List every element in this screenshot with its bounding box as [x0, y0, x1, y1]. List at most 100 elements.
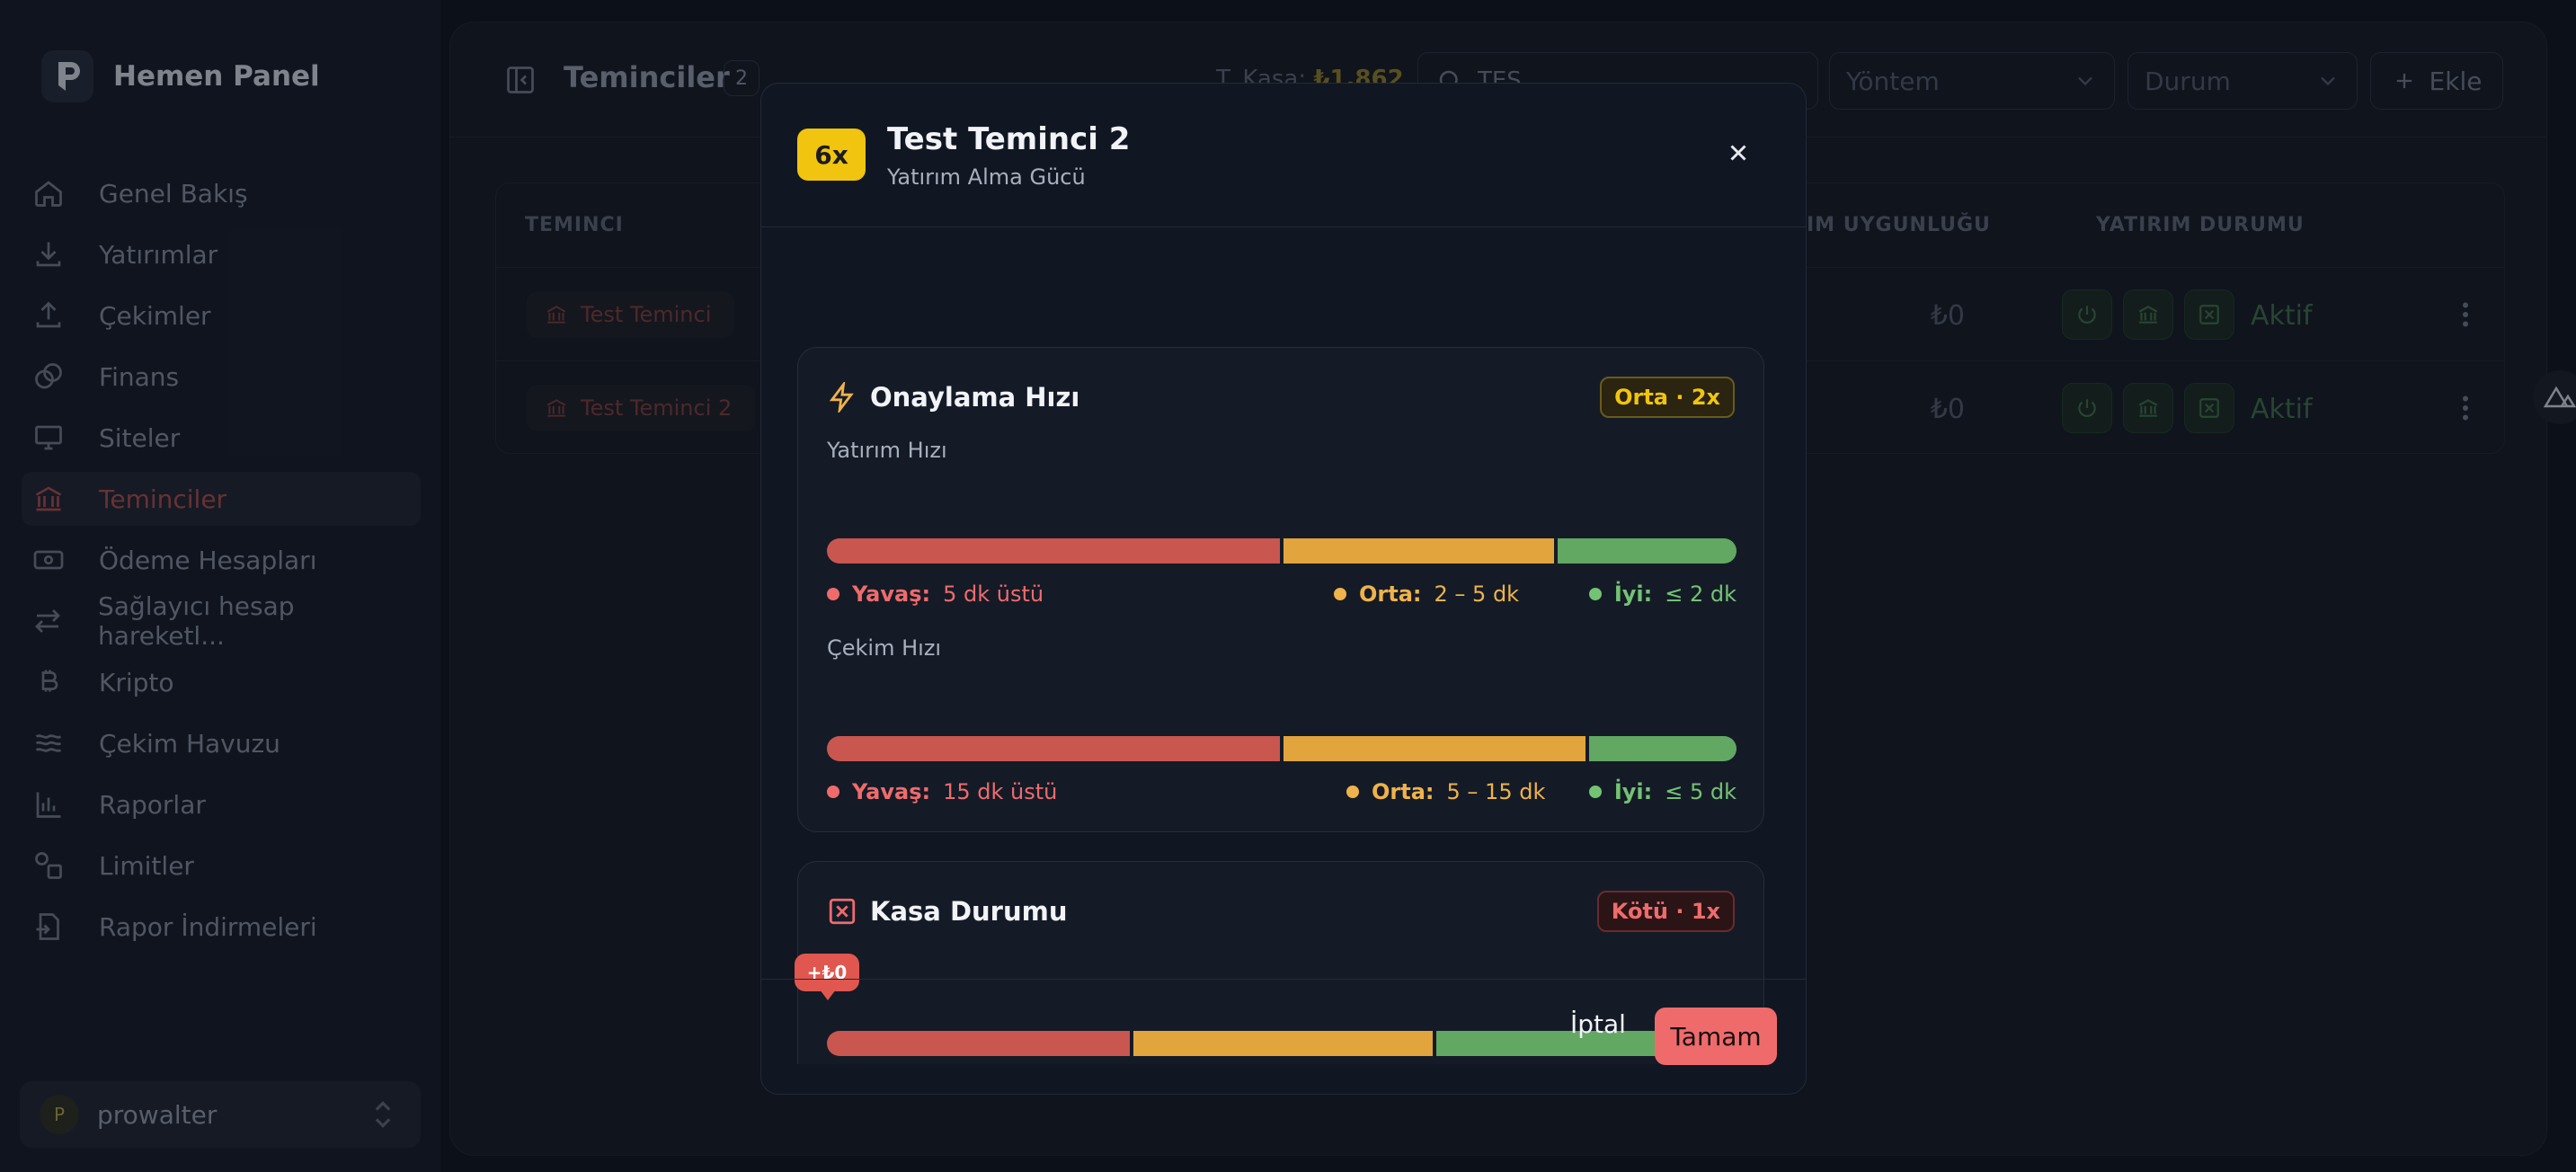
- chevron-up-down-icon: [375, 1101, 391, 1128]
- multiplier-badge: 6x: [797, 129, 866, 181]
- close-square-icon[interactable]: [2184, 289, 2234, 340]
- amount: ₺0: [1930, 300, 1965, 332]
- sidebar-item-siteler[interactable]: Siteler: [22, 411, 421, 465]
- legend-slow: Yavaş: 5 dk üstü: [827, 582, 1044, 607]
- method-select[interactable]: Yöntem: [1829, 52, 2115, 110]
- bank-icon: [546, 399, 566, 417]
- provider-pill[interactable]: Test Teminci 2: [527, 385, 756, 431]
- close-icon[interactable]: [1725, 139, 1752, 166]
- file-download-icon: [31, 909, 67, 945]
- sidebar-item-label: Yatırımlar: [99, 239, 218, 270]
- provider-pill[interactable]: Test Teminci: [527, 291, 735, 338]
- bank-icon[interactable]: [2123, 289, 2173, 340]
- more-vertical-icon[interactable]: [2452, 392, 2479, 424]
- sidebar-item-label: Teminciler: [99, 484, 227, 514]
- speed-legend: Yavaş: 15 dk üstü Orta: 5 – 15 dk İyi: ≤ 5 …: [827, 779, 1737, 806]
- legend-value: 2 – 5 dk: [1434, 582, 1520, 607]
- power-icon[interactable]: [2062, 383, 2112, 433]
- monitor-icon: [31, 420, 67, 456]
- sidebar-item-label: Raporlar: [99, 789, 206, 820]
- legend-key: Yavaş:: [852, 582, 931, 607]
- method-select-label: Yöntem: [1846, 66, 1940, 96]
- lightning-icon: [829, 382, 854, 413]
- add-button[interactable]: Ekle: [2370, 52, 2503, 110]
- legend-dot: [1588, 588, 1602, 600]
- user-menu[interactable]: P prowalter: [20, 1081, 421, 1148]
- speed-bar: [827, 736, 1737, 761]
- sidebar-item-cekimler[interactable]: Çekimler: [22, 289, 421, 342]
- legend-dot: [1346, 786, 1359, 798]
- sidebar-item-saglayici-hesap[interactable]: Sağlayıcı hesap hareketl...: [22, 591, 421, 651]
- legend-dot: [827, 588, 839, 600]
- coins-icon: [31, 359, 67, 395]
- page-title: Teminciler: [564, 60, 730, 94]
- sidebar-item-label: Sağlayıcı hesap hareketl...: [97, 591, 295, 651]
- floating-logo-button[interactable]: [2533, 370, 2576, 424]
- avatar: P: [40, 1095, 79, 1134]
- topbar: Teminciler 2 T. Kasa: ₺1,862 TES Yöntem …: [450, 22, 2546, 138]
- sidebar-item-label: Rapor İndirmeleri: [99, 911, 317, 942]
- sidebar-item-genel-bakis[interactable]: Genel Bakış: [22, 166, 421, 220]
- score-badge: Kötü · 1x: [1596, 891, 1735, 932]
- provider-name: Test Teminci 2: [581, 395, 733, 421]
- waves-icon: [31, 725, 67, 761]
- modal-title: Test Teminci 2: [887, 121, 1131, 157]
- section-label: Yatırım Hızı: [827, 438, 947, 463]
- user-name: prowalter: [97, 1099, 218, 1130]
- segment-medium: [1280, 736, 1586, 761]
- status-text: Aktif: [2251, 300, 2313, 332]
- provider-power-modal: 6x Test Teminci 2 Yatırım Alma Gücü Onay…: [760, 83, 1807, 1095]
- segment-medium: [1130, 1031, 1433, 1056]
- cancel-button[interactable]: İptal: [1570, 1009, 1626, 1039]
- sidebar-item-label: Siteler: [99, 422, 181, 453]
- status-text: Aktif: [2251, 394, 2313, 425]
- home-icon: [31, 175, 67, 211]
- chevron-down-icon: [2078, 76, 2092, 86]
- sidebar-item-odeme-hesaplari[interactable]: Ödeme Hesapları: [22, 533, 421, 587]
- power-icon[interactable]: [2062, 289, 2112, 340]
- sidebar-item-teminciler[interactable]: Teminciler: [22, 472, 421, 526]
- legend-key: Orta:: [1372, 779, 1435, 804]
- sidebar-item-raporlar[interactable]: Raporlar: [22, 777, 421, 831]
- sidebar-item-finans[interactable]: Finans: [22, 350, 421, 404]
- segment-slow: [827, 736, 1280, 761]
- status-select[interactable]: Durum: [2127, 52, 2358, 110]
- column-header-uygunluk: IM UYGUNLUĞU: [1807, 214, 1991, 236]
- sidebar-item-cekim-havuzu[interactable]: Çekim Havuzu: [22, 716, 421, 770]
- legend-medium: Orta: 2 – 5 dk: [1334, 582, 1519, 607]
- sidebar: Hemen Panel Genel Bakış Yatırımlar Çekim…: [0, 0, 440, 1172]
- speed-bar: [827, 538, 1737, 564]
- sidebar-item-label: Finans: [99, 361, 180, 392]
- legend-slow: Yavaş: 15 dk üstü: [827, 779, 1057, 804]
- legend-medium: Orta: 5 – 15 dk: [1346, 779, 1545, 804]
- close-square-icon[interactable]: [2184, 383, 2234, 433]
- more-vertical-icon[interactable]: [2452, 298, 2479, 331]
- brand[interactable]: Hemen Panel: [41, 50, 320, 102]
- ok-button[interactable]: Tamam: [1655, 1008, 1777, 1065]
- table-row[interactable]: Test Teminci ₺0 Aktif: [496, 268, 2504, 361]
- count-badge: 2: [724, 60, 759, 96]
- chart-icon: [31, 786, 67, 822]
- segment-good: [1554, 538, 1737, 564]
- bitcoin-icon: [31, 664, 67, 700]
- bank-icon: [546, 306, 566, 324]
- modal-body[interactable]: Onaylama Hızı Orta · 2x Yatırım Hızı Yav…: [761, 228, 1806, 1064]
- sidebar-item-kripto[interactable]: Kripto: [22, 655, 421, 709]
- kasa-status-card: Kasa Durumu Kötü · 1x +₺0: [795, 861, 1764, 1064]
- table-row[interactable]: Test Teminci 2 ₺0 Aktif: [496, 361, 2504, 455]
- sidebar-item-limitler[interactable]: Limitler: [22, 839, 421, 892]
- chevron-down-icon: [2321, 76, 2335, 86]
- legend-key: Orta:: [1359, 582, 1422, 607]
- segment-slow: [827, 538, 1280, 564]
- sidebar-item-yatirimlar[interactable]: Yatırımlar: [22, 227, 421, 281]
- sidebar-item-rapor-indirmeleri[interactable]: Rapor İndirmeleri: [22, 900, 421, 954]
- legend-key: Yavaş:: [852, 779, 931, 804]
- sidebar-item-label: Çekim Havuzu: [99, 728, 280, 759]
- kasa-marker: +₺0: [795, 954, 859, 991]
- score-badge: Orta · 2x: [1600, 377, 1735, 418]
- legend-key: İyi:: [1613, 779, 1653, 804]
- legend-value: ≤ 5 dk: [1665, 779, 1737, 804]
- bank-icon[interactable]: [2123, 383, 2173, 433]
- sidebar-toggle-icon[interactable]: [504, 64, 537, 96]
- card-title: Kasa Durumu: [870, 896, 1068, 927]
